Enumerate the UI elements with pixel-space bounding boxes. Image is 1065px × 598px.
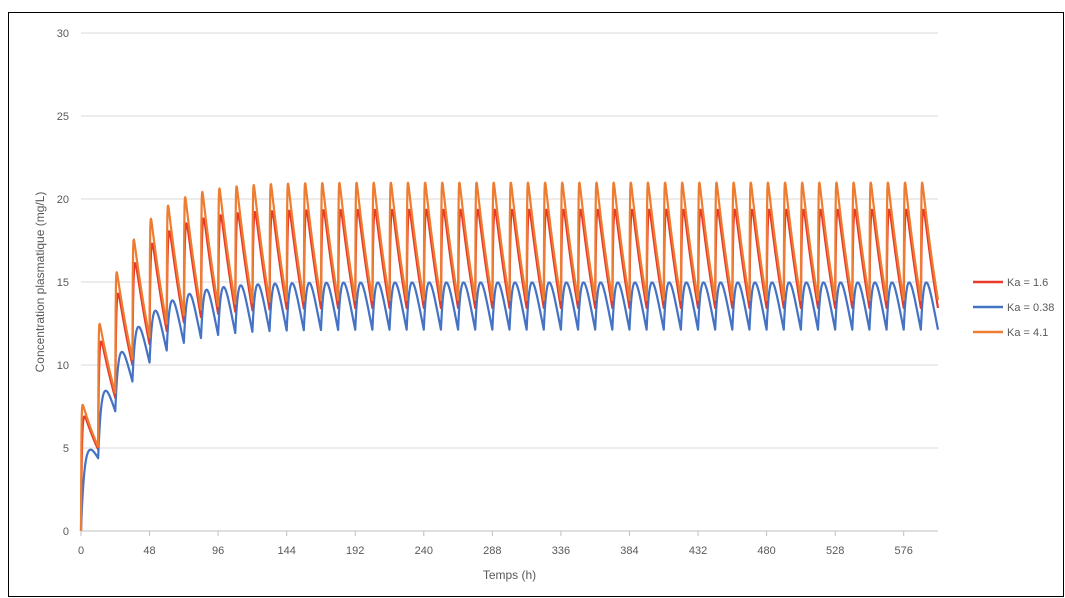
y-axis-title: Concentration plasmatique (mg/L) (33, 192, 47, 373)
y-tick-label: 30 (57, 28, 69, 40)
x-tick-label: 192 (346, 545, 364, 557)
y-tick-labels: 0 5 10 15 20 25 30 (57, 28, 69, 538)
legend-label: Ka = 0.38 (1007, 302, 1054, 314)
x-tick-label: 0 (78, 545, 84, 557)
series-line-2 (79, 181, 940, 532)
x-tick-label: 48 (143, 545, 155, 557)
x-tick-label: 480 (757, 545, 775, 557)
x-tick-label: 528 (826, 545, 844, 557)
legend: Ka = 1.6 Ka = 0.38 Ka = 4.1 (973, 277, 1054, 339)
x-tick-label: 432 (689, 545, 707, 557)
y-tick-label: 20 (57, 194, 69, 206)
legend-label: Ka = 1.6 (1007, 277, 1048, 289)
x-tick-label: 288 (483, 545, 501, 557)
series-lines (79, 181, 940, 532)
x-axis-title: Temps (h) (483, 568, 536, 582)
x-tick-label: 96 (212, 545, 224, 557)
x-tick-label: 240 (415, 545, 433, 557)
y-tick-label: 0 (63, 526, 69, 538)
legend-label: Ka = 4.1 (1007, 327, 1048, 339)
series-line-1 (79, 281, 940, 532)
x-tick-labels: 0 48 96 144 192 240 288 336 384 432 480 528 576 (78, 531, 913, 557)
x-tick-label: 384 (620, 545, 638, 557)
y-tick-label: 15 (57, 277, 69, 289)
x-tick-label: 576 (895, 545, 913, 557)
gridlines (81, 32, 938, 449)
y-tick-label: 10 (57, 360, 69, 372)
x-tick-label: 336 (552, 545, 570, 557)
series-line-0 (79, 208, 940, 532)
y-tick-label: 25 (57, 111, 69, 123)
x-tick-label: 144 (278, 545, 296, 557)
y-tick-label: 5 (63, 443, 69, 455)
